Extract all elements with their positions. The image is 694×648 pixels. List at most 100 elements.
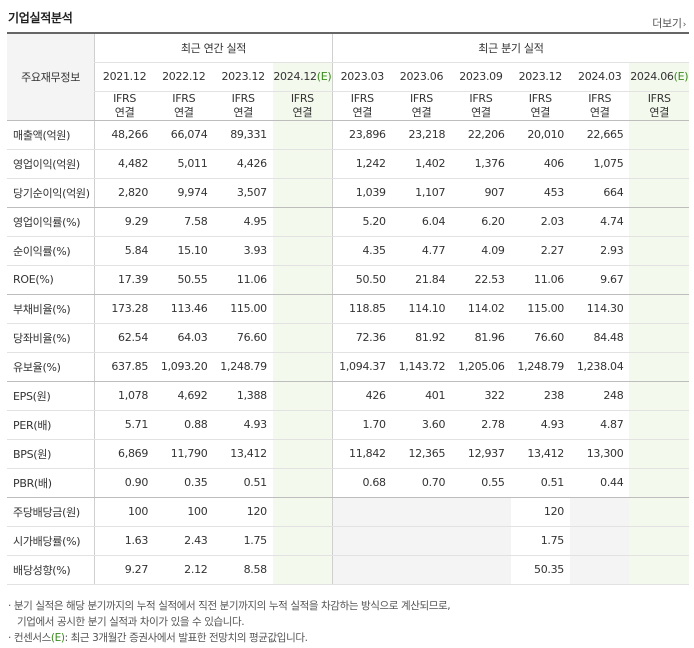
standard-line1: IFRS [231,91,255,105]
annual-period-header: 2022.12 [154,62,214,92]
period-label: 2023.06 [399,70,444,83]
table-header-group-row: 주요재무정보 최근 연간 실적 최근 분기 실적 [7,33,689,121]
quarterly-value-cell [629,439,689,469]
quarterly-value-cell [391,555,452,585]
quarterly-value-cell [629,294,689,324]
table-row: 유보율(%) 637.85 1,093.20 1,248.79 1,094.37 1,14… [7,352,689,382]
annual-value-cell: 0.35 [154,468,214,498]
annual-value-cell [272,526,333,556]
row-label: 순이익률(%) [7,236,95,266]
annual-value-cell: 4,692 [154,381,214,411]
quarterly-value-cell: 907 [451,178,511,208]
quarterly-value-cell [629,323,689,353]
annual-value-cell [272,265,333,295]
estimate-mark: (E) [673,70,689,83]
standard-line1: IFRS [290,91,314,105]
quarterly-value-cell: 12,937 [451,439,511,469]
annual-value-cell [272,555,333,585]
standard-line1: IFRS [469,91,493,105]
chevron-right-icon: › [682,20,687,30]
table-row: 부채비율(%) 173.28 113.46 115.00 118.85 114.10 114… [7,294,689,324]
quarterly-value-cell [629,497,689,527]
quarterly-group-header: 최근 분기 실적 [331,33,689,63]
annual-period-header: 2024.12(E) [272,62,333,92]
quarterly-value-cell: 6.20 [451,207,511,237]
quarterly-value-cell [629,265,689,295]
quarterly-value-cell [629,468,689,498]
standard-line2: 연결 [649,105,670,119]
quarterly-value-cell: 4.87 [570,410,630,440]
quarterly-value-cell: 9.67 [570,265,630,295]
quarterly-value-cell: 21.84 [391,265,452,295]
quarterly-value-cell [629,236,689,266]
quarterly-value-cell [629,207,689,237]
row-label: 유보율(%) [7,352,95,382]
footnote-consensus-suffix: : 최근 3개월간 증권사에서 발표한 전망치의 평균값입니다. [64,632,308,644]
quarterly-value-cell: 118.85 [331,294,392,324]
annual-value-cell [272,323,333,353]
annual-value-cell: 100 [154,497,214,527]
annual-value-cell [272,497,333,527]
quarterly-value-cell [629,120,689,150]
annual-value-cell [272,149,333,179]
quarterly-value-cell: 1,242 [331,149,392,179]
quarterly-value-cell: 426 [331,381,392,411]
table-header-period-row: 2021.12 2022.12 2023.12 2024.12(E) 2023.03 20… [7,62,689,92]
period-label: 2023.12 [221,70,265,83]
annual-value-cell [272,381,333,411]
quarterly-value-cell: 5.20 [331,207,392,237]
annual-value-cell: 0.51 [213,468,273,498]
standard-line2: 연결 [114,105,135,119]
accounting-standard-header: IFRS 연결 [272,91,333,121]
quarterly-value-cell [451,555,511,585]
row-label: 주당배당금(원) [7,497,95,527]
quarterly-value-cell: 84.48 [570,323,630,353]
period-label: 2022.12 [162,70,206,83]
annual-value-cell [272,178,333,208]
quarterly-value-cell: 22,206 [451,120,511,150]
row-label: ROE(%) [7,265,95,295]
standard-line1: IFRS [113,91,137,105]
standard-line1: IFRS [528,91,552,105]
annual-value-cell: 89,331 [213,120,273,150]
annual-value-cell: 113.46 [154,294,214,324]
standard-line2: 연결 [411,105,432,119]
quarterly-value-cell: 1,094.37 [331,352,392,382]
more-label: 더보기 [652,17,682,30]
annual-value-cell: 4.95 [213,207,273,237]
annual-value-cell: 115.00 [213,294,273,324]
quarterly-value-cell [331,526,392,556]
footnotes: · 분기 실적은 해당 분기까지의 누적 실적에서 직전 분기까지의 누적 실적… [8,598,451,646]
quarterly-value-cell: 50.50 [331,265,392,295]
row-label: 영업이익률(%) [7,207,95,237]
quarterly-value-cell: 0.70 [391,468,452,498]
annual-value-cell: 5.71 [94,410,155,440]
page-title: 기업실적분석 [8,11,73,25]
row-label: 부채비율(%) [7,294,95,324]
quarterly-value-cell [629,381,689,411]
quarterly-period-header: 2024.06(E) [629,62,689,92]
quarterly-value-cell: 322 [451,381,511,411]
footnote-quarterly-method-cont: 기업에서 공시한 분기 실적과 차이가 있을 수 있습니다. [17,616,245,628]
period-label: 2023.12 [518,70,563,83]
standard-line2: 연결 [530,105,551,119]
accounting-standard-header: IFRS 연결 [629,91,689,121]
annual-value-cell: 50.55 [154,265,214,295]
quarterly-value-cell [391,497,452,527]
quarterly-value-cell [629,149,689,179]
table-row: 주당배당금(원) 100 100 120 120 [7,497,689,527]
table-row: 시가배당률(%) 1.63 2.43 1.75 1.75 [7,526,689,556]
more-link[interactable]: 더보기› [652,15,686,31]
annual-value-cell: 0.88 [154,410,214,440]
quarterly-value-cell: 50.35 [510,555,571,585]
quarterly-value-cell: 453 [510,178,571,208]
annual-value-cell: 3.93 [213,236,273,266]
annual-value-cell: 1.63 [94,526,155,556]
annual-value-cell [272,236,333,266]
row-label: 시가배당률(%) [7,526,95,556]
annual-value-cell: 1,248.79 [213,352,273,382]
quarterly-value-cell: 248 [570,381,630,411]
quarterly-value-cell: 1,143.72 [391,352,452,382]
quarterly-period-header: 2023.03 [331,62,392,92]
standard-line2: 연결 [471,105,491,119]
